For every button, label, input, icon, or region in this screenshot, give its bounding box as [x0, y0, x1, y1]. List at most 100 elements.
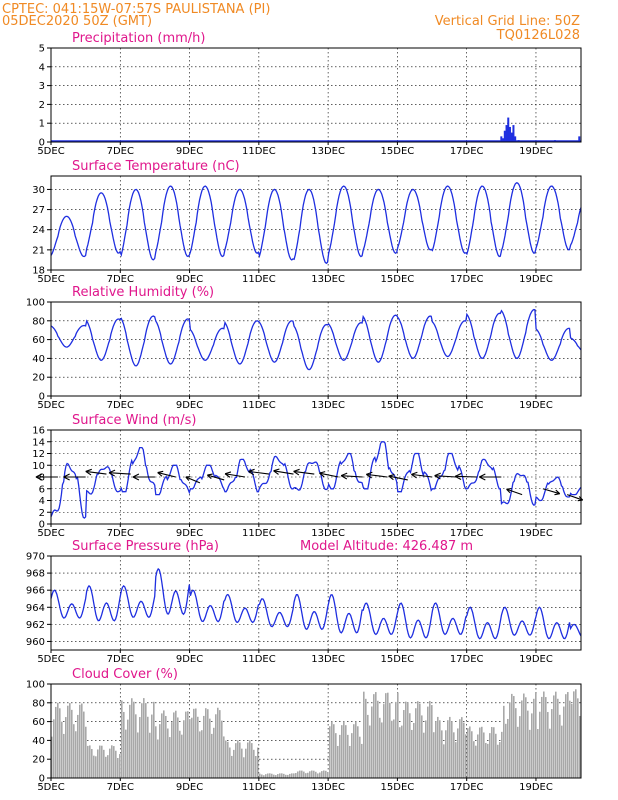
cloud-bar: [137, 732, 139, 778]
wind-arrow-head: [157, 470, 164, 477]
cloud-bar: [547, 712, 549, 778]
cloud-bar: [267, 773, 269, 778]
x-tick-label: 9DEC: [176, 400, 203, 411]
x-tick-label: 17DEC: [450, 146, 484, 157]
y-tick-label: 8: [39, 473, 45, 484]
cloud-bar: [437, 716, 439, 778]
wind-arrow: [366, 473, 388, 478]
wind-arrow-head: [411, 471, 418, 479]
cloud-bar: [353, 724, 355, 778]
y-tick-label: 960: [26, 637, 45, 648]
cloud-bar: [215, 714, 217, 778]
cloud-bar: [567, 692, 569, 778]
cloud-bar: [557, 698, 559, 778]
cloud-bar: [149, 732, 151, 778]
wind-arrow: [341, 475, 363, 478]
cloud-bar: [523, 693, 525, 778]
x-tick-label: 5DEC: [37, 782, 64, 793]
y-tick-label: 18: [32, 266, 45, 277]
cloud-bar: [127, 719, 129, 778]
cloud-bar: [293, 773, 295, 778]
wind-arrow: [542, 488, 560, 495]
cloud-bar: [395, 701, 397, 778]
cloud-bar: [415, 708, 417, 778]
cloud-bar: [537, 729, 539, 778]
wind-arrow: [85, 470, 107, 475]
panel-subtitle: Model Altitude: 426.487 m: [300, 539, 473, 554]
cloud-bar: [291, 773, 293, 778]
cloud-bar: [135, 714, 137, 778]
cloud-bar: [373, 694, 375, 778]
cloud-bar: [169, 737, 171, 778]
wind-arrow: [411, 473, 433, 478]
cloud-bar: [237, 740, 239, 778]
cloud-bar: [553, 695, 555, 778]
x-tick-label: 15DEC: [381, 274, 415, 285]
cloud-bar: [55, 706, 57, 778]
cloud-bar: [573, 691, 575, 778]
cloud-bar: [213, 727, 215, 778]
y-tick-label: 2: [39, 508, 45, 519]
x-tick-label: 7DEC: [107, 274, 134, 285]
wind-arrow: [506, 488, 523, 496]
cloud-bar: [413, 722, 415, 778]
cloud-bar: [549, 728, 551, 778]
x-tick-label: 19DEC: [519, 400, 553, 411]
cloud-bar: [305, 773, 307, 778]
x-tick-label: 17DEC: [450, 782, 484, 793]
x-tick-label: 7DEC: [107, 654, 134, 665]
cloud-bar: [431, 705, 433, 778]
cloud-bar: [239, 742, 241, 778]
cloud-bar: [461, 717, 463, 778]
cloud-bar: [153, 701, 155, 778]
cloud-bar: [77, 714, 79, 778]
cloud-bar: [111, 745, 113, 778]
x-tick-label: 9DEC: [176, 146, 203, 157]
cloud-bar: [85, 726, 87, 778]
wind-arrow-head: [108, 469, 116, 477]
y-tick-label: 30: [32, 185, 45, 196]
cloud-bar: [79, 704, 81, 778]
cloud-bar: [451, 721, 453, 778]
cloud-bar: [247, 742, 249, 778]
y-tick-label: 970: [26, 552, 45, 563]
cloud-bar: [503, 705, 505, 778]
cloud-bar: [123, 711, 125, 778]
cloud-bar: [473, 741, 475, 778]
wind-arrow: [455, 475, 478, 478]
wind-arrow: [319, 472, 339, 478]
cloud-bar: [231, 755, 233, 778]
wind-arrow: [207, 474, 225, 481]
cloud-bar: [481, 726, 483, 778]
wind-arrow-head: [63, 473, 70, 481]
cloud-bar: [201, 730, 203, 778]
panel-title: Precipitation (mm/h): [72, 31, 205, 46]
cloud-bar: [183, 720, 185, 778]
y-tick-label: 16: [32, 426, 45, 437]
cloud-bar: [527, 710, 529, 778]
cloud-bar: [199, 731, 201, 778]
cloud-bar: [251, 743, 253, 778]
y-tick-label: 0: [39, 392, 45, 403]
y-tick-label: 20: [32, 373, 45, 384]
cloud-bar: [443, 744, 445, 778]
y-tick-label: 0: [39, 774, 45, 785]
cloud-bar: [181, 734, 183, 778]
cloud-bar: [217, 707, 219, 778]
y-tick-label: 2: [39, 100, 45, 111]
cloud-bar: [407, 702, 409, 778]
cloud-bar: [321, 771, 323, 778]
precip-bar: [578, 136, 581, 142]
cloud-bar: [335, 733, 337, 778]
cloud-bar: [257, 747, 259, 778]
x-tick-label: 17DEC: [450, 274, 484, 285]
cloud-bar: [175, 710, 177, 778]
x-tick-label: 19DEC: [519, 274, 553, 285]
cloud-bar: [533, 698, 535, 778]
cloud-bar: [113, 746, 115, 778]
cloud-bar: [207, 709, 209, 778]
cloud-bar: [253, 749, 255, 778]
cloud-bar: [83, 711, 85, 778]
cloud-bar: [487, 743, 489, 778]
